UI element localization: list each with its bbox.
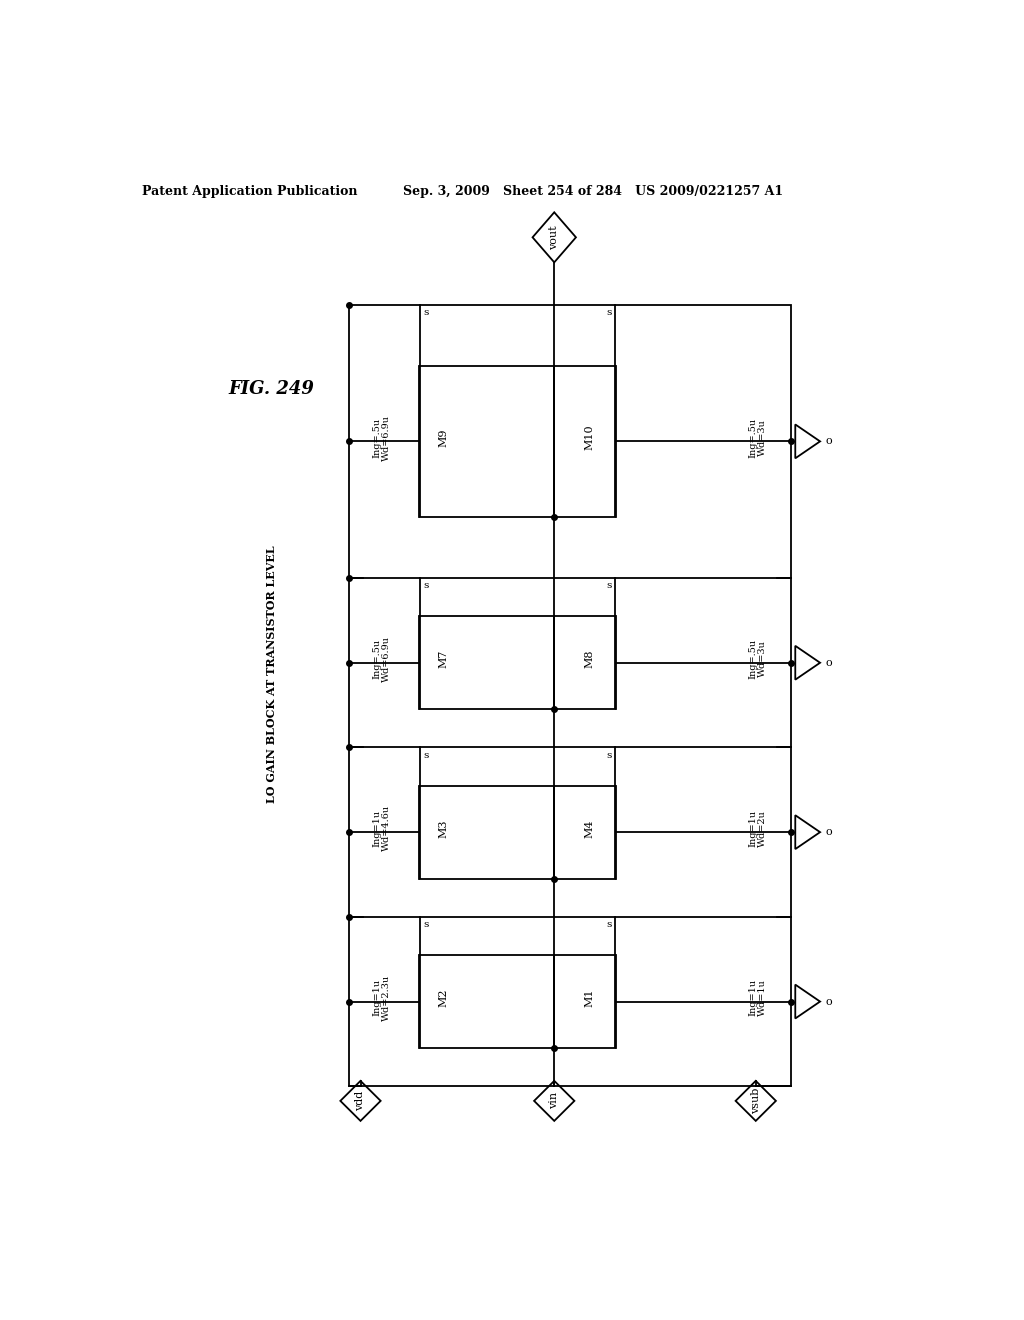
Text: vout: vout xyxy=(549,224,559,249)
Text: Ing=.5u
Wd=3u: Ing=.5u Wd=3u xyxy=(749,639,767,678)
Text: M4: M4 xyxy=(585,818,595,838)
Text: M7: M7 xyxy=(438,649,449,668)
Text: M9: M9 xyxy=(438,428,449,446)
Text: Ing=1u
Wd=2u: Ing=1u Wd=2u xyxy=(749,809,767,847)
Text: s: s xyxy=(423,581,429,590)
Text: Ing=.5u
Wd=3u: Ing=.5u Wd=3u xyxy=(749,417,767,458)
Text: s: s xyxy=(423,308,429,317)
Bar xyxy=(420,366,554,516)
Text: M3: M3 xyxy=(438,818,449,838)
Bar xyxy=(554,616,614,709)
Text: s: s xyxy=(423,751,429,759)
Text: Ing=.5u
Wd=6.9u: Ing=.5u Wd=6.9u xyxy=(372,414,391,461)
Bar xyxy=(554,366,614,516)
Text: M2: M2 xyxy=(438,989,449,1007)
Text: s: s xyxy=(423,920,429,929)
Bar xyxy=(554,785,614,879)
Text: Ing=.5u
Wd=6.9u: Ing=.5u Wd=6.9u xyxy=(372,636,391,682)
Bar xyxy=(420,616,554,709)
Text: s: s xyxy=(606,308,611,317)
Text: FIG. 249: FIG. 249 xyxy=(228,380,314,399)
Text: vin: vin xyxy=(549,1093,559,1109)
Text: M8: M8 xyxy=(585,649,595,668)
Text: LO GAIN BLOCK AT TRANSISTOR LEVEL: LO GAIN BLOCK AT TRANSISTOR LEVEL xyxy=(266,545,276,803)
Text: s: s xyxy=(606,581,611,590)
Text: vdd: vdd xyxy=(355,1090,366,1111)
Bar xyxy=(420,785,554,879)
Text: o: o xyxy=(825,657,833,668)
Bar xyxy=(349,305,791,1086)
Bar xyxy=(420,954,554,1048)
Text: s: s xyxy=(606,751,611,759)
Text: Ing=1u
Wd=2.3u: Ing=1u Wd=2.3u xyxy=(372,974,391,1020)
Text: Patent Application Publication: Patent Application Publication xyxy=(142,185,357,198)
Text: Sep. 3, 2009   Sheet 254 of 284   US 2009/0221257 A1: Sep. 3, 2009 Sheet 254 of 284 US 2009/02… xyxy=(403,185,783,198)
Text: o: o xyxy=(825,437,833,446)
Text: s: s xyxy=(606,920,611,929)
Text: vsub: vsub xyxy=(751,1088,761,1114)
Text: Ing=1u
Wd=4.6u: Ing=1u Wd=4.6u xyxy=(372,805,391,851)
Text: M1: M1 xyxy=(585,989,595,1007)
Text: Ing=1u
Wd=1u: Ing=1u Wd=1u xyxy=(749,979,767,1016)
Text: o: o xyxy=(825,997,833,1007)
Text: M10: M10 xyxy=(585,425,595,450)
Bar xyxy=(554,954,614,1048)
Text: o: o xyxy=(825,828,833,837)
